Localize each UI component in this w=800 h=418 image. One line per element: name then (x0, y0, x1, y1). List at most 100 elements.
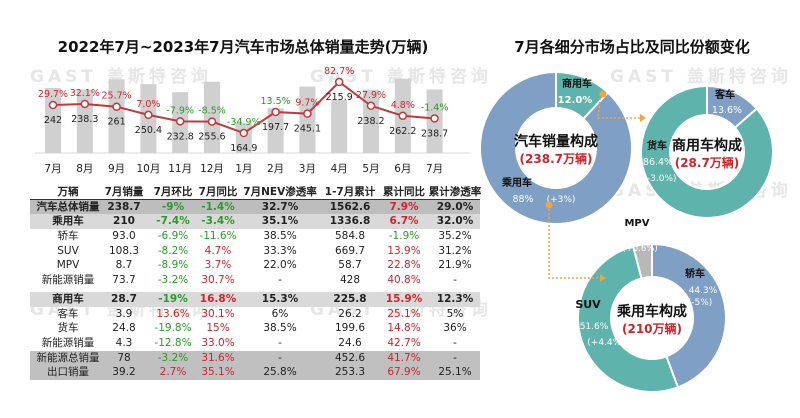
table-row: SUV 108.3 -8.2% 4.7% 33.3% 669.7 13.9% 31.2% (30, 244, 480, 259)
value-label: 262.2 (389, 126, 416, 137)
table-cell: 1562.6 (329, 200, 371, 213)
yoy-label: -7.9% (166, 105, 194, 116)
yoy-point (334, 77, 344, 87)
yoy-point (271, 107, 280, 117)
table-cell: 238.7 (107, 200, 141, 213)
yoy-point (303, 109, 312, 118)
yoy-point (239, 128, 249, 138)
table-cell: 14.8% (387, 322, 421, 335)
table-cell: 21.9% (438, 259, 472, 272)
table-cell: 24.8 (112, 322, 136, 335)
slice-name: 商用车 (562, 77, 592, 90)
table-row: 轿车 93.0 -6.9% -11.6% 38.5% 584.8 -1.9% 35.2% (30, 229, 480, 244)
table-cell: 78 (117, 351, 131, 364)
watermark: GAST 盖斯特咨询 (610, 67, 792, 87)
table-cell: 199.6 (334, 322, 366, 335)
x-tick-label: 2月 (267, 163, 284, 175)
table-cell: - (453, 274, 457, 287)
slice-name: 货车 (647, 139, 667, 152)
table-cell: MPV (56, 259, 80, 272)
x-tick-label: 7月 (44, 163, 61, 175)
slice-pct: 44.3% (689, 286, 718, 296)
bar (76, 89, 93, 153)
table-cell: - (453, 351, 457, 364)
table-cell: 16.8% (199, 292, 237, 305)
slice-change: (-5%) (688, 298, 713, 308)
slice-name: 乘用车 (501, 176, 532, 189)
table-cell: 汽车总体销量 (36, 200, 100, 213)
table-cell: 669.7 (334, 244, 366, 257)
table-cell: 7月NEV渗透率 (243, 186, 317, 198)
x-tick-label: 7月 (426, 163, 443, 175)
table-cell: SUV (57, 244, 79, 257)
connector-arrow (640, 114, 646, 122)
table-cell: 22.0% (263, 259, 297, 272)
table-cell: 73.7 (112, 274, 136, 287)
slice-pct: 51.6% (580, 322, 609, 332)
yoy-label: 4.8% (391, 100, 415, 111)
slice-name: MPV (624, 218, 649, 229)
table-cell: 93.0 (112, 230, 136, 243)
slice-pct: 88% (512, 194, 533, 205)
connector-dot (599, 90, 607, 98)
watermark: GAST 盖斯特咨询 (30, 67, 212, 87)
yoy-label: 27.9% (356, 90, 386, 101)
table-cell: 货车 (57, 322, 79, 335)
yoy-point (366, 101, 376, 111)
table-cell: 28.7 (111, 292, 137, 305)
donut-slice (577, 245, 680, 393)
yoy-label: 32.1% (70, 88, 100, 99)
connector-arrow (600, 274, 606, 282)
table-cell: 24.6 (338, 336, 362, 349)
connector-dot (545, 201, 553, 209)
value-label: 242 (44, 115, 62, 126)
table-cell: - (278, 274, 282, 287)
value-label: 197.7 (262, 122, 289, 133)
table-cell: 6% (271, 307, 289, 320)
table-cell: 30.1% (201, 307, 235, 320)
table-cell: 25.8% (263, 366, 297, 379)
yoy-label: 9.7% (295, 98, 319, 109)
yoy-point (112, 102, 121, 111)
table-cell: 25.1% (438, 366, 472, 379)
donut-title: 商用车构成 (672, 137, 742, 154)
table-cell: 客车 (57, 307, 79, 320)
table-cell: - (278, 336, 282, 349)
table-header: 万辆 7月销量 7月环比 7月同比 7月NEV渗透率 1-7月累计 累计同比 累计渗透率 (30, 185, 481, 200)
table-cell: 35.1% (201, 366, 235, 379)
sales-table: 万辆 7月销量 7月环比 7月同比 7月NEV渗透率 1-7月累计 累计同比 累计渗透率 汽车总… (30, 185, 481, 380)
table-cell: 584.8 (334, 230, 366, 243)
table-cell: 7月同比 (198, 186, 238, 198)
table-cell: 3.9 (115, 307, 133, 320)
table-cell: 12.3% (436, 292, 474, 305)
table-cell: 67.9% (387, 366, 421, 379)
value-label: 238.3 (71, 114, 98, 125)
donut-subtitle: (28.7万辆) (675, 155, 740, 170)
table-cell: 32.0% (436, 215, 474, 228)
table-cell: 32.7% (261, 200, 299, 213)
slice-name: 轿车 (685, 267, 705, 280)
yoy-label: 25.7% (102, 91, 132, 102)
yoy-label: -8.5% (198, 106, 226, 117)
table-row: 出口销量 39.2 2.7% 35.1% 25.8% 253.3 67.9% 25.1% (30, 365, 480, 380)
bar (108, 79, 125, 153)
donut-slice (640, 84, 774, 219)
table-cell: 乘用车 (52, 215, 84, 228)
donut-subtitle: (238.7万辆) (520, 151, 593, 166)
table-cell: -7.4% (156, 215, 190, 228)
table-cell: 13.9% (387, 244, 421, 257)
table-cell: 15% (206, 322, 230, 335)
table-cell: 8.7 (115, 259, 133, 272)
table-cell: 38.5% (263, 322, 297, 335)
slice-pct: 13.6% (712, 105, 742, 116)
bar (331, 99, 348, 153)
table-cell: 13.6% (156, 307, 190, 320)
table-cell: 33.3% (263, 244, 297, 257)
table-row: MPV 8.7 -8.9% 3.7% 22.0% 58.7 22.8% 21.9% (30, 258, 480, 273)
table-cell: - (278, 351, 282, 364)
table-cell: 7月环比 (153, 186, 193, 198)
x-tick-label: 1月 (235, 163, 252, 175)
table-cell: 30.7% (201, 274, 235, 287)
